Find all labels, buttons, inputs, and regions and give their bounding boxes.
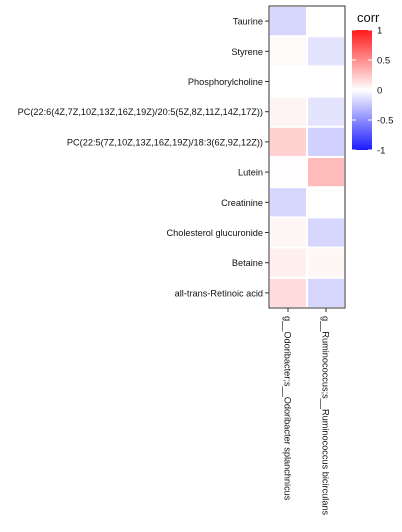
heatmap-cell xyxy=(308,37,344,66)
row-label: PC(22:5(7Z,10Z,13Z,16Z,19Z)/18:3(6Z,9Z,1… xyxy=(67,137,263,147)
row-label: Taurine xyxy=(233,17,263,27)
heatmap-cell xyxy=(270,218,306,247)
panel-border xyxy=(268,5,346,309)
heatmap-cell xyxy=(308,188,344,217)
heatmap-cell xyxy=(308,248,344,277)
heatmap-cell xyxy=(270,188,306,217)
heatmap-cell xyxy=(308,158,344,187)
legend-colorbar xyxy=(352,30,372,150)
legend-tick-label: 1 xyxy=(377,26,382,37)
row-label: PC(22:6(4Z,7Z,10Z,13Z,16Z,19Z)/20:5(5Z,8… xyxy=(18,107,263,117)
heatmap-cell xyxy=(270,278,306,307)
heatmap-cell xyxy=(270,67,306,96)
legend-tick-label: 0.5 xyxy=(377,56,390,67)
heatmap-cell xyxy=(270,248,306,277)
heatmap-cell xyxy=(270,7,306,36)
column-label: g__Odoribacter;s__Odoribacter splanchnic… xyxy=(283,316,293,501)
heatmap-cell xyxy=(308,97,344,126)
heatmap-cell xyxy=(308,7,344,36)
row-label: Phosphorylcholine xyxy=(188,77,263,87)
row-label: Creatinine xyxy=(221,198,263,208)
legend-tick-label: -1 xyxy=(377,146,385,157)
heatmap-cell xyxy=(308,127,344,156)
row-label: Styrene xyxy=(231,47,263,57)
legend: corr 1 0.5 0 -0.5 -1 xyxy=(352,10,393,157)
row-label: all-trans-Retinoic acid xyxy=(175,288,263,298)
column-label: g__Ruminococcus;s__Ruminococcus bicircul… xyxy=(321,316,331,516)
heatmap-cell xyxy=(270,97,306,126)
legend-tick-label: -0.5 xyxy=(377,116,393,127)
heatmap-cells xyxy=(270,7,344,307)
column-labels: g__Odoribacter;s__Odoribacter splanchnic… xyxy=(283,308,331,516)
heatmap-cell xyxy=(270,158,306,187)
legend-tick-label: 0 xyxy=(377,86,382,97)
heatmap-cell xyxy=(308,67,344,96)
legend-title: corr xyxy=(357,10,380,25)
heatmap-cell xyxy=(270,37,306,66)
row-label: Betaine xyxy=(232,258,263,268)
heatmap-cell xyxy=(308,278,344,307)
row-label: Cholesterol glucuronide xyxy=(166,228,263,238)
legend-ticks: 1 0.5 0 -0.5 -1 xyxy=(352,26,393,157)
heatmap-cell xyxy=(308,218,344,247)
heatmap-cell xyxy=(270,127,306,156)
row-label: Lutein xyxy=(238,168,263,178)
row-labels: Taurine Styrene Phosphorylcholine PC(22:6(4… xyxy=(18,17,269,298)
